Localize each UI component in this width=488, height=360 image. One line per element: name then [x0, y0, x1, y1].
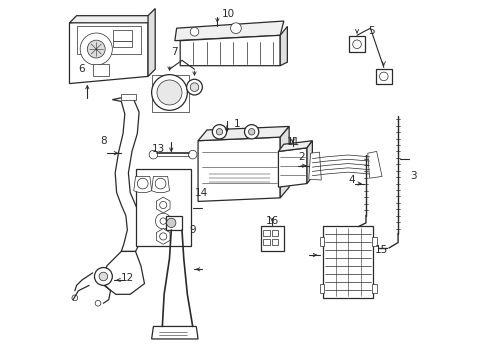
Bar	[263, 239, 269, 245]
Text: 3: 3	[410, 171, 416, 181]
Circle shape	[155, 213, 171, 229]
Text: 9: 9	[189, 225, 195, 235]
Text: 4: 4	[348, 175, 354, 185]
Polygon shape	[156, 229, 170, 244]
Text: 16: 16	[265, 216, 279, 226]
Circle shape	[248, 129, 254, 135]
Bar	[112, 30, 132, 41]
Circle shape	[216, 129, 222, 135]
Polygon shape	[278, 148, 306, 187]
Polygon shape	[69, 16, 155, 23]
Circle shape	[151, 75, 187, 111]
Circle shape	[99, 272, 107, 281]
Text: 6: 6	[79, 64, 85, 74]
Circle shape	[157, 80, 182, 105]
Bar	[375, 68, 391, 84]
Text: 15: 15	[374, 245, 387, 255]
Polygon shape	[180, 35, 280, 66]
Polygon shape	[198, 137, 280, 202]
Polygon shape	[148, 9, 155, 76]
Bar	[319, 237, 323, 246]
Circle shape	[160, 202, 166, 208]
Circle shape	[188, 150, 197, 159]
Polygon shape	[156, 197, 170, 213]
Bar	[319, 284, 323, 293]
Polygon shape	[102, 251, 144, 294]
Polygon shape	[112, 98, 142, 251]
Bar	[121, 94, 135, 100]
Bar	[112, 41, 132, 47]
Circle shape	[160, 218, 166, 224]
Circle shape	[212, 125, 226, 139]
Circle shape	[190, 27, 198, 36]
Text: 12: 12	[121, 273, 134, 283]
Text: 10: 10	[222, 9, 235, 18]
Polygon shape	[69, 16, 148, 84]
Text: 14: 14	[194, 188, 207, 198]
Text: 7: 7	[171, 47, 178, 57]
Text: 1: 1	[234, 119, 240, 129]
Bar	[372, 284, 376, 293]
Polygon shape	[367, 152, 381, 178]
Polygon shape	[306, 141, 312, 184]
Circle shape	[149, 150, 157, 159]
Polygon shape	[280, 26, 287, 66]
Circle shape	[87, 40, 105, 58]
Text: 2: 2	[298, 152, 305, 162]
Bar	[263, 230, 269, 236]
Bar	[165, 216, 182, 230]
Bar	[272, 230, 278, 236]
Bar	[372, 237, 376, 246]
Polygon shape	[93, 64, 108, 76]
Circle shape	[166, 218, 176, 228]
Circle shape	[160, 233, 166, 240]
Polygon shape	[175, 21, 283, 41]
Bar	[348, 36, 364, 52]
Circle shape	[244, 125, 258, 139]
Text: 8: 8	[100, 136, 107, 146]
Circle shape	[95, 300, 101, 306]
Circle shape	[230, 23, 241, 33]
Text: 13: 13	[152, 144, 165, 154]
Polygon shape	[151, 327, 198, 339]
Bar	[135, 169, 190, 246]
Circle shape	[94, 267, 112, 285]
Circle shape	[155, 178, 165, 189]
Polygon shape	[151, 176, 169, 193]
Bar	[77, 26, 141, 54]
Bar	[272, 239, 278, 245]
Polygon shape	[151, 75, 189, 112]
Polygon shape	[278, 141, 312, 152]
Text: 5: 5	[367, 26, 374, 36]
Circle shape	[72, 295, 78, 301]
Polygon shape	[308, 152, 321, 180]
Circle shape	[190, 83, 198, 91]
Circle shape	[137, 178, 148, 189]
Circle shape	[186, 79, 202, 95]
Polygon shape	[134, 176, 151, 193]
Polygon shape	[198, 126, 288, 141]
Bar	[323, 226, 372, 298]
Circle shape	[352, 40, 361, 49]
Circle shape	[80, 33, 112, 65]
Polygon shape	[280, 126, 288, 198]
Text: 11: 11	[286, 137, 300, 147]
Bar	[260, 226, 283, 251]
Circle shape	[379, 72, 387, 81]
